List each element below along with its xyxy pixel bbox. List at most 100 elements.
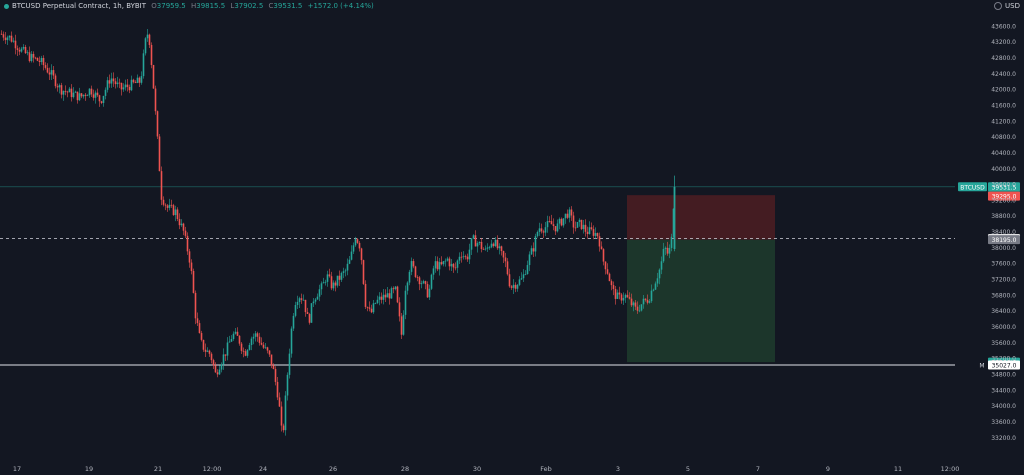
candle-body (354, 239, 357, 246)
candle-body (114, 81, 117, 85)
candle-body (410, 261, 413, 272)
candle-body (68, 88, 71, 93)
candle-body (78, 93, 81, 101)
candle-body (38, 60, 41, 62)
candle-body (656, 278, 659, 284)
candle-body (190, 262, 193, 271)
candle-body (234, 331, 237, 334)
y-tick-label: 40800.0 (991, 134, 1016, 141)
candle-body (382, 294, 385, 300)
candle-body (94, 92, 97, 98)
candle-body (112, 78, 115, 82)
candle-body (352, 245, 355, 252)
candle-body (16, 48, 19, 50)
candle-body (272, 365, 275, 370)
candle-body (30, 53, 33, 62)
candle-body (588, 227, 591, 235)
candle-body (560, 218, 563, 226)
candle-body (466, 256, 469, 260)
y-tick-label: 37600.0 (991, 261, 1016, 268)
candle-body (102, 95, 105, 103)
candle-body (286, 374, 289, 396)
candle-body (390, 288, 393, 299)
candle-body (326, 274, 329, 282)
candle-body (530, 248, 533, 255)
candle-body (456, 260, 459, 268)
candle-body (50, 70, 53, 75)
candle-body (496, 239, 499, 249)
support-line-tag-bg (988, 360, 1020, 370)
support-line-marker: M (979, 362, 984, 369)
candle-body (424, 281, 427, 285)
candle-body (552, 224, 555, 227)
candle-body (336, 275, 339, 286)
candle-body (414, 266, 417, 277)
candle-body (356, 239, 359, 243)
candle-body (158, 136, 161, 172)
candle-body (318, 289, 321, 297)
candle-body (430, 274, 433, 289)
candle-body (324, 281, 327, 283)
candle-body (186, 235, 189, 252)
candle-body (170, 204, 173, 206)
candle-body (568, 209, 571, 218)
x-tick-label: 28 (401, 465, 409, 473)
close-value: 39531.5 (273, 2, 303, 10)
candle-body (292, 315, 295, 329)
candle-body (660, 261, 663, 270)
candle-body (24, 46, 27, 54)
candle-body (162, 199, 165, 205)
candle-body (602, 249, 605, 262)
candle-body (40, 57, 43, 62)
candle-body (544, 227, 547, 233)
candle-body (216, 372, 219, 375)
candle-body (328, 274, 331, 277)
candle-body (516, 284, 519, 289)
candle-body (268, 350, 271, 355)
candle-body (4, 37, 7, 41)
chart-legend: BTCUSD Perpetual Contract, 1h, BYBIT O37… (4, 2, 377, 10)
candle-body (148, 34, 151, 45)
candle-body (8, 35, 11, 38)
candle-body (478, 241, 481, 244)
candle-body (368, 307, 371, 309)
candle-body (236, 331, 239, 336)
y-tick-label: 37200.0 (991, 277, 1016, 284)
candle-body (74, 91, 77, 93)
x-tick-label: 24 (259, 465, 267, 473)
candle-body (562, 218, 565, 226)
x-tick-label: 12:00 (941, 465, 960, 473)
candle-body (574, 227, 577, 229)
candle-body (654, 283, 657, 290)
candle-body (224, 354, 227, 356)
candle-body (194, 292, 197, 319)
candle-body (200, 333, 203, 340)
candle-body (138, 77, 141, 83)
x-tick-label: 12:00 (203, 465, 222, 473)
candle-body (222, 354, 225, 365)
y-tick-label: 42800.0 (991, 55, 1016, 62)
candle-body (128, 86, 131, 91)
candle-body (484, 248, 487, 250)
candle-body (264, 347, 267, 349)
candle-body (180, 223, 183, 226)
candle-body (204, 349, 207, 352)
candle-body (600, 246, 603, 250)
status-dot-icon (4, 3, 9, 9)
candle-body (310, 303, 313, 323)
y-tick-label: 40000.0 (991, 166, 1016, 173)
candle-body (604, 261, 607, 270)
candle-body (628, 297, 631, 299)
candle-body (266, 347, 269, 351)
currency-settings[interactable]: USD (994, 2, 1020, 10)
candle-body (502, 251, 505, 258)
y-tick-label: 36000.0 (991, 324, 1016, 331)
candle-body (454, 267, 457, 269)
candle-body (62, 90, 65, 95)
candle-body (18, 49, 21, 52)
candle-body (84, 94, 87, 96)
candle-body (90, 88, 93, 95)
candle-body (196, 318, 199, 324)
candle-body (342, 271, 345, 273)
